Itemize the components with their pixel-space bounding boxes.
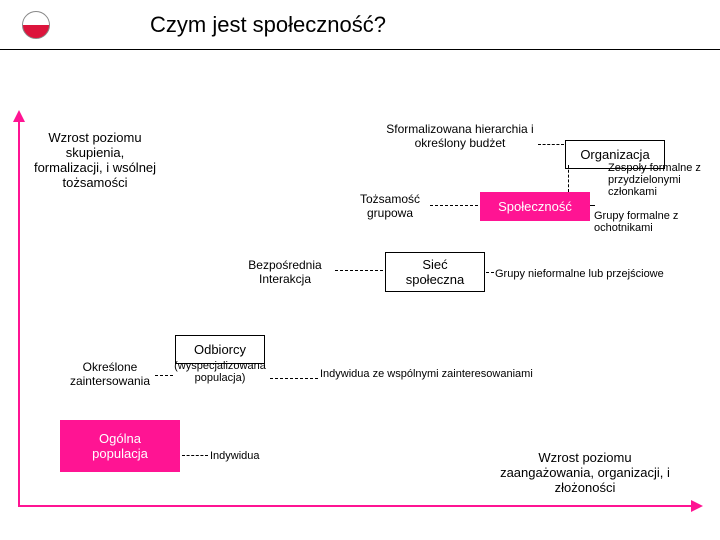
node-ogolna-label: Ogólna populacja xyxy=(92,431,148,461)
label-grupy-ochotnikami: Grupy formalne z ochotnikami xyxy=(594,210,714,234)
node-siec: Sieć społeczna xyxy=(385,252,485,292)
x-axis-arrow xyxy=(18,505,693,507)
page-title: Czym jest społeczność? xyxy=(150,12,386,38)
connector-ogolna xyxy=(182,455,208,456)
connector-bezposrednia xyxy=(335,270,383,271)
connector-tozsamosc xyxy=(430,205,478,206)
label-indywidua: Indywidua xyxy=(210,450,310,462)
connector-odbiorcy xyxy=(270,378,318,379)
node-spolecznosc-label: Społeczność xyxy=(498,199,572,214)
label-okreslone: Określone zaintersowania xyxy=(60,360,160,388)
node-organizacja-label: Organizacja xyxy=(580,147,649,162)
y-axis-arrow xyxy=(18,120,20,505)
connector-spolecznosc-up xyxy=(568,165,569,192)
label-zespoly: Zespoły formalne z przydzielonymi członk… xyxy=(608,162,708,198)
node-spolecznosc: Społeczność xyxy=(480,192,590,221)
connector-spolecznosc-right xyxy=(590,205,595,206)
label-grupy-nieformalne: Grupy nieformalne lub przejściowe xyxy=(495,268,715,280)
node-ogolna: Ogólna populacja xyxy=(60,420,180,472)
label-bezposrednia: Bezpośrednia Interakcja xyxy=(235,258,335,286)
label-indywidua-wspolnymi: Indywidua ze wspólnymi zainteresowaniami xyxy=(320,368,540,380)
label-hierarchia: Sformalizowana hierarchia i określony bu… xyxy=(380,122,540,150)
connector-siec xyxy=(486,272,494,273)
poland-flag-icon xyxy=(22,11,50,39)
header: Czym jest społeczność? xyxy=(0,0,720,50)
label-wyspecjalizowana: (wyspecjalizowana populacja) xyxy=(170,360,270,384)
node-siec-label: Sieć społeczna xyxy=(406,257,465,287)
y-axis-label: Wzrost poziomu skupienia, formalizacji, … xyxy=(30,130,160,190)
node-odbiorcy-label: Odbiorcy xyxy=(194,342,246,357)
label-tozsamosc: Tożsamość grupowa xyxy=(350,192,430,220)
connector-hierarchia xyxy=(538,144,564,145)
connector-okreslone xyxy=(155,375,173,376)
x-axis-label: Wzrost poziomu zaangażowania, organizacj… xyxy=(490,450,680,495)
